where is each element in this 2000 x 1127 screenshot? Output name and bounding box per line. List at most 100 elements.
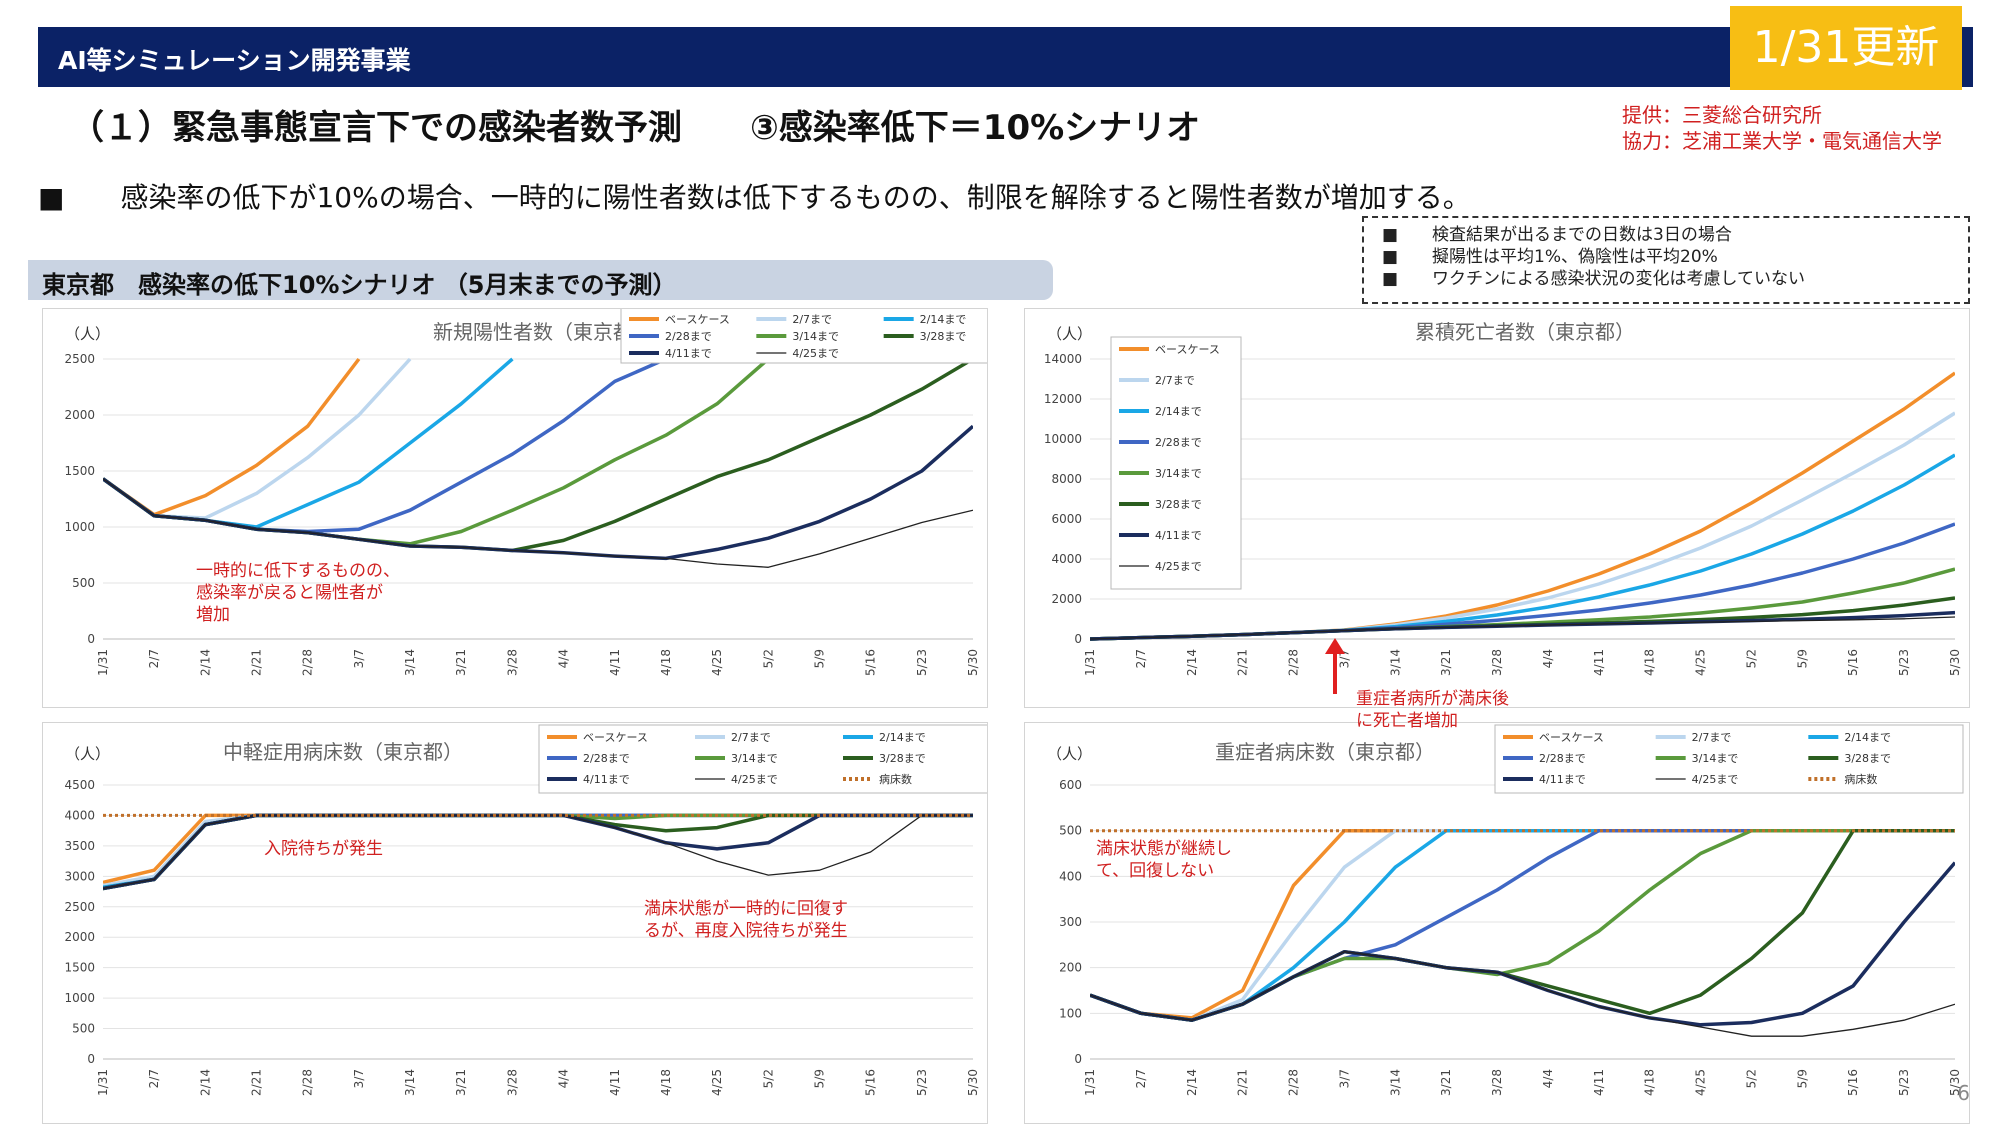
x-tick-label: 5/30 [1948,1069,1962,1096]
x-tick-label: 4/4 [1541,649,1555,668]
x-tick-label: 4/25 [710,1069,724,1096]
y-tick-label: 3500 [64,839,95,853]
y-tick-label: 500 [72,576,95,590]
x-tick-label: 5/16 [1846,1069,1860,1096]
legend-label: 4/11まで [1155,529,1202,542]
x-tick-label: 5/9 [1795,649,1809,668]
x-tick-label: 4/25 [710,649,724,676]
annotation-deaths: 重症者病所が満床後 に死亡者増加 [1356,689,1509,731]
note-item: ■ ワクチンによる感染状況の変化は考慮していない [1382,269,1806,289]
x-tick-label: 2/21 [250,1069,264,1096]
x-tick-label: 4/18 [1643,649,1657,676]
x-tick-label: 4/4 [1541,1069,1555,1088]
y-tick-label: 600 [1059,778,1082,792]
x-tick-label: 3/7 [352,1069,366,1088]
chart-title: 中軽症用病床数（東京都） [223,740,463,764]
x-tick-label: 4/11 [608,649,622,676]
y-tick-label: 0 [1074,632,1082,646]
legend [538,724,994,794]
x-tick-label: 4/25 [1694,649,1708,676]
y-tick-label: 14000 [1044,352,1082,366]
x-tick-label: 5/16 [1846,649,1860,676]
x-tick-label: 5/23 [1897,1069,1911,1096]
y-tick-label: 300 [1059,915,1082,929]
x-tick-label: 2/14 [198,649,212,676]
x-tick-label: 5/30 [966,649,980,676]
y-tick-label: 500 [72,1022,95,1036]
legend-label: ベースケース [1155,343,1220,356]
y-tick-label: 2000 [1051,592,1082,606]
y-axis-unit: （人） [1047,325,1092,343]
x-tick-label: 3/14 [1388,1069,1402,1096]
series-line [103,813,973,885]
x-tick-label: 4/18 [1643,1069,1657,1096]
annotation-beds-recover: 満床状態が一時的に回復す るが、再度入院待ちが発生 [644,899,848,941]
x-tick-label: 4/18 [659,1069,673,1096]
y-axis-unit: （人） [1047,745,1092,763]
legend [1494,724,1964,794]
x-tick-label: 3/28 [1490,1069,1504,1096]
series-line [103,813,973,891]
x-tick-label: 5/2 [1744,1069,1758,1088]
series-line [103,357,412,520]
x-tick-label: 3/28 [505,1069,519,1096]
legend-label: 2/7まで [731,731,771,744]
legend-label: ベースケース [583,731,648,744]
x-tick-label: 3/14 [403,1069,417,1096]
x-tick-label: 3/7 [1337,1069,1351,1088]
chart-panel-new-cases: 新規陽性者数（東京都） （人） 0 500 1000 1500 2000 2500 1/31 2/… [42,306,1014,708]
deaths-chart: 累積死亡者数（東京都） （人） 0 2000 4000 6000 8000 10000 1200… [1044,320,1962,676]
y-tick-label: 6000 [1051,512,1082,526]
y-tick-label: 8000 [1051,472,1082,486]
x-tick-label: 5/23 [915,1069,929,1096]
y-tick-label: 1500 [64,464,95,478]
chart-title: 重症者病床数（東京都） [1215,740,1435,764]
note-item: ■ 擬陽性は平均1%、偽陰性は平均20% [1382,247,1718,267]
red-arrow-icon [1325,638,1345,694]
legend-label: 2/7まで [792,313,832,326]
note-item: ■ 検査結果が出るまでの日数は3日の場合 [1382,225,1732,245]
severe-beds-chart: 重症者病床数（東京都） （人） 0 100 200 300 400 500 600 1/31 2/7… [1047,724,1964,1096]
chart-panel-moderate-beds: 中軽症用病床数（東京都） （人） 0 500 1000 1500 2000 2500 3000 3… [42,722,994,1124]
x-tick-label: 1/31 [96,1069,110,1096]
x-tick-label: 5/9 [1795,1069,1809,1088]
y-tick-label: 4000 [64,808,95,822]
y-tick-label: 200 [1059,961,1082,975]
x-tick-label: 5/2 [761,649,775,668]
legend-label: 2/28まで [1539,752,1586,765]
legend-label: 4/11まで [665,347,712,360]
chart-panel-severe-beds: 重症者病床数（東京都） （人） 0 100 200 300 400 500 600 1/31 2/7… [1024,722,1970,1124]
x-tick-label: 4/4 [557,1069,571,1088]
legend-label: 3/28まで [1155,498,1202,511]
y-tick-label: 2000 [64,930,95,944]
series-line [1090,951,1955,1037]
y-tick-label: 12000 [1044,392,1082,406]
x-tick-label: 5/23 [915,649,929,676]
x-tick-label: 3/28 [505,649,519,676]
legend-label: 3/14まで [1155,467,1202,480]
x-tick-label: 2/7 [1134,649,1148,668]
annotation-new-cases: 一時的に低下するものの、 感染率が戻ると陽性者が 増加 [196,561,400,625]
legend-label: 3/14まで [792,330,839,343]
legend-label: 2/7まで [1692,731,1732,744]
legend-label: 病床数 [1844,772,1877,786]
x-tick-label: 5/30 [1948,649,1962,676]
y-tick-label: 0 [87,632,95,646]
header-title: AI等シミュレーション開発事業 [58,46,411,75]
legend-label: 4/25まで [1155,560,1202,573]
legend-label: 3/14まで [731,752,778,765]
y-tick-label: 0 [87,1052,95,1066]
chart-title: 新規陽性者数（東京都） [433,320,653,344]
series-line [103,813,973,891]
credit-cooperation: 協力：芝浦工業大学・電気通信大学 [1622,129,1942,153]
chart-panel-deaths: 累積死亡者数（東京都） （人） 0 2000 4000 6000 8000 10000 1200… [1024,308,1970,708]
series-line [103,814,973,890]
y-tick-label: 400 [1059,869,1082,883]
x-tick-label: 2/28 [1287,649,1301,676]
x-tick-label: 5/9 [812,1069,826,1088]
legend-label: 4/25まで [1692,773,1739,786]
legend-label: 2/14まで [1155,405,1202,418]
x-tick-label: 5/16 [864,1069,878,1096]
series-line [103,813,973,888]
x-tick-label: 2/21 [1236,1069,1250,1096]
